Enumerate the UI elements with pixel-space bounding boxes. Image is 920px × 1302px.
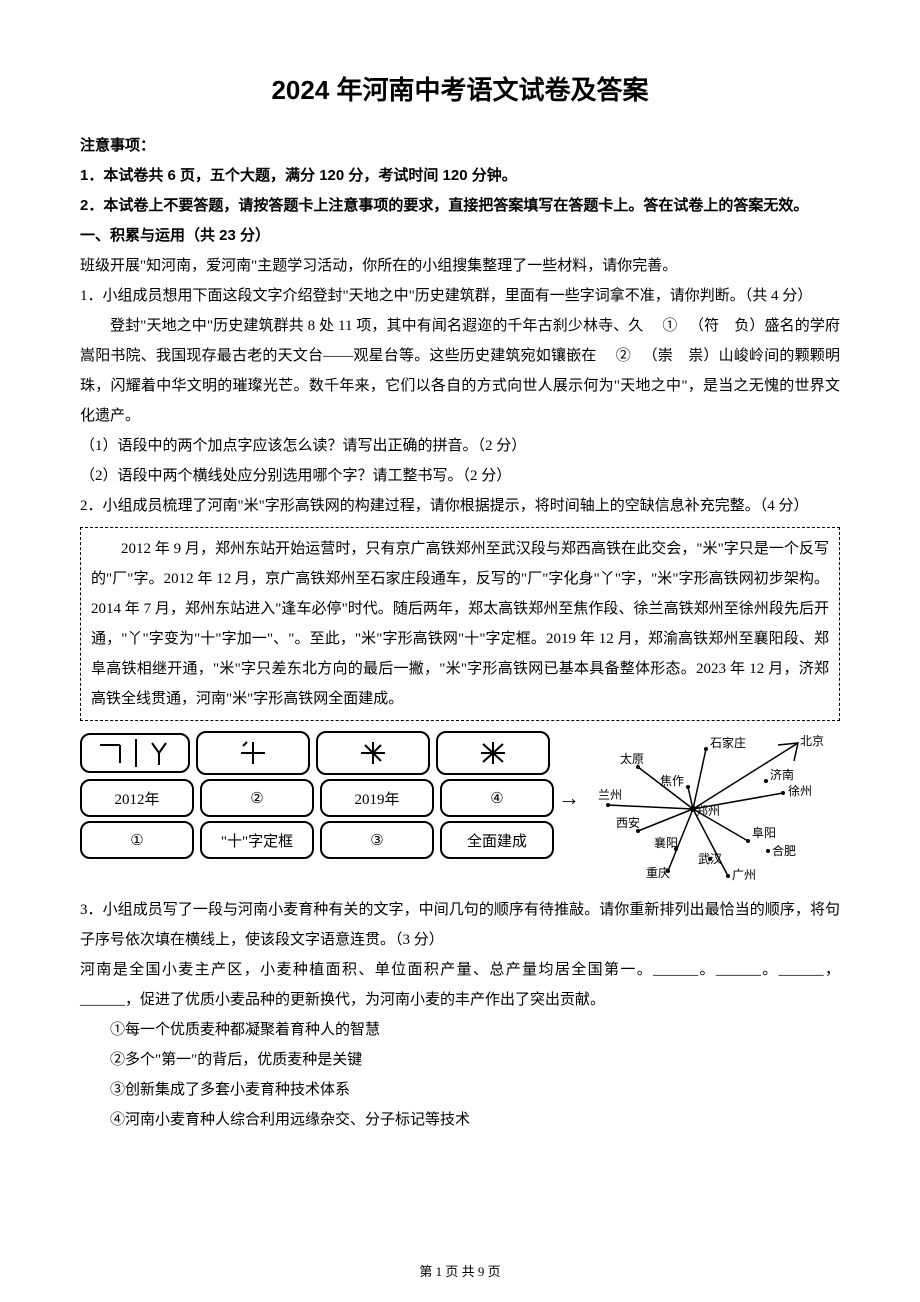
q3-option-3: ③创新集成了多套小麦育种技术体系	[80, 1075, 840, 1105]
glyph-cell-2	[196, 731, 310, 775]
year-cell-3: 2019年	[320, 779, 434, 817]
notice-item-2: 2．本试卷上不要答题，请按答题卡上注意事项的要求，直接把答案填写在答题卡上。答在…	[80, 191, 840, 221]
map-label-xiangyang: 襄阳	[654, 835, 678, 850]
map-label-jinan: 济南	[770, 767, 794, 782]
label-cell-1: ①	[80, 821, 194, 859]
timeline-block: 2012年 ② 2019年 ④ → ① "十"字定框 ③ 全面建成	[80, 731, 580, 859]
map-label-chongqing: 重庆	[646, 866, 670, 880]
label-cell-2: "十"字定框	[200, 821, 314, 859]
label-cell-4: 全面建成	[440, 821, 554, 859]
map-label-xian: 西安	[616, 815, 640, 830]
rail-map: 北京 太原 石家庄 兰州 焦作 济南 徐州 西安 郑州 阜阳 襄阳 合肥 武汉 …	[598, 731, 828, 881]
q3-option-1: ①每一个优质麦种都凝聚着育种人的智慧	[80, 1015, 840, 1045]
q2-stem: 2．小组成员梳理了河南"米"字形高铁网的构建过程，请你根据提示，将时间轴上的空缺…	[80, 491, 840, 521]
map-label-jiaozuo: 焦作	[660, 774, 684, 788]
q1-sub1: （1）语段中的两个加点字应该怎么读？请写出正确的拼音。（2 分）	[80, 431, 840, 461]
exam-page: 2024 年河南中考语文试卷及答案 注意事项： 1．本试卷共 6 页，五个大题，…	[0, 0, 920, 1302]
year-cell-1: 2012年	[80, 779, 194, 817]
timeline-arrow-icon: →	[558, 785, 580, 811]
q2-passage: 2012 年 9 月，郑州东站开始运营时，只有京广高铁郑州至武汉段与郑西高铁在此…	[91, 534, 829, 714]
map-label-guangzhou: 广州	[732, 868, 756, 881]
glyph-cell-4	[436, 731, 550, 775]
timeline-row-years: 2012年 ② 2019年 ④ →	[80, 779, 580, 817]
glyph-cell-3	[316, 731, 430, 775]
glyph-fanchang-icon	[94, 739, 128, 767]
label-cell-3: ③	[320, 821, 434, 859]
map-label-zhengzhou: 郑州	[696, 803, 720, 818]
glyph-shi-dot-icon	[233, 738, 273, 768]
section-1-intro: 班级开展"知河南，爱河南"主题学习活动，你所在的小组搜集整理了一些材料，请你完善…	[80, 251, 840, 281]
year-cell-4: ④	[440, 779, 554, 817]
section-1-heading: 一、积累与运用（共 23 分）	[80, 221, 840, 251]
page-footer: 第 1 页 共 9 页	[0, 1261, 920, 1280]
glyph-cell-1	[80, 733, 190, 773]
notice-heading: 注意事项：	[80, 131, 840, 161]
map-label-shijiazhuang: 石家庄	[710, 735, 746, 750]
map-label-hefei: 合肥	[772, 843, 796, 858]
map-label-fuyang: 阜阳	[752, 826, 776, 840]
q3-option-2: ②多个"第一"的背后，优质麦种是关键	[80, 1045, 840, 1075]
q3-stem: 3．小组成员写了一段与河南小麦育种有关的文字，中间几句的顺序有待推敲。请你重新排…	[80, 895, 840, 955]
timeline-row-labels: ① "十"字定框 ③ 全面建成	[80, 821, 580, 859]
q3-option-4: ④河南小麦育种人综合利用远缘杂交、分子标记等技术	[80, 1105, 840, 1135]
q1-stem: 1．小组成员想用下面这段文字介绍登封"天地之中"历史建筑群，里面有一些字词拿不准…	[80, 281, 840, 311]
page-title: 2024 年河南中考语文试卷及答案	[80, 70, 840, 107]
map-label-beijing: 北京	[800, 734, 824, 748]
timeline-row-glyphs	[80, 731, 580, 775]
diagram-row: 2012年 ② 2019年 ④ → ① "十"字定框 ③ 全面建成	[80, 731, 840, 881]
notice-item-1: 1．本试卷共 6 页，五个大题，满分 120 分，考试时间 120 分钟。	[80, 161, 840, 191]
year-cell-2: ②	[200, 779, 314, 817]
glyph-near-mi-icon	[353, 738, 393, 768]
q1-sub2: （2）语段中两个横线处应分别选用哪个字？请工整书写。（2 分）	[80, 461, 840, 491]
glyph-mi-icon	[473, 738, 513, 768]
map-label-taiyuan: 太原	[620, 751, 644, 766]
map-label-wuhan: 武汉	[698, 852, 722, 866]
q3-passage: 河南是全国小麦主产区，小麦种植面积、单位面积产量、总产量均居全国第一。_____…	[80, 955, 840, 1015]
glyph-ya-icon	[142, 739, 176, 767]
q2-passage-box: 2012 年 9 月，郑州东站开始运营时，只有京广高铁郑州至武汉段与郑西高铁在此…	[80, 527, 840, 721]
map-label-xuzhou: 徐州	[788, 783, 812, 798]
map-label-lanzhou: 兰州	[598, 788, 622, 802]
q1-passage: 登封"天地之中"历史建筑群共 8 处 11 项，其中有闻名遐迩的千年古刹少林寺、…	[80, 311, 840, 431]
